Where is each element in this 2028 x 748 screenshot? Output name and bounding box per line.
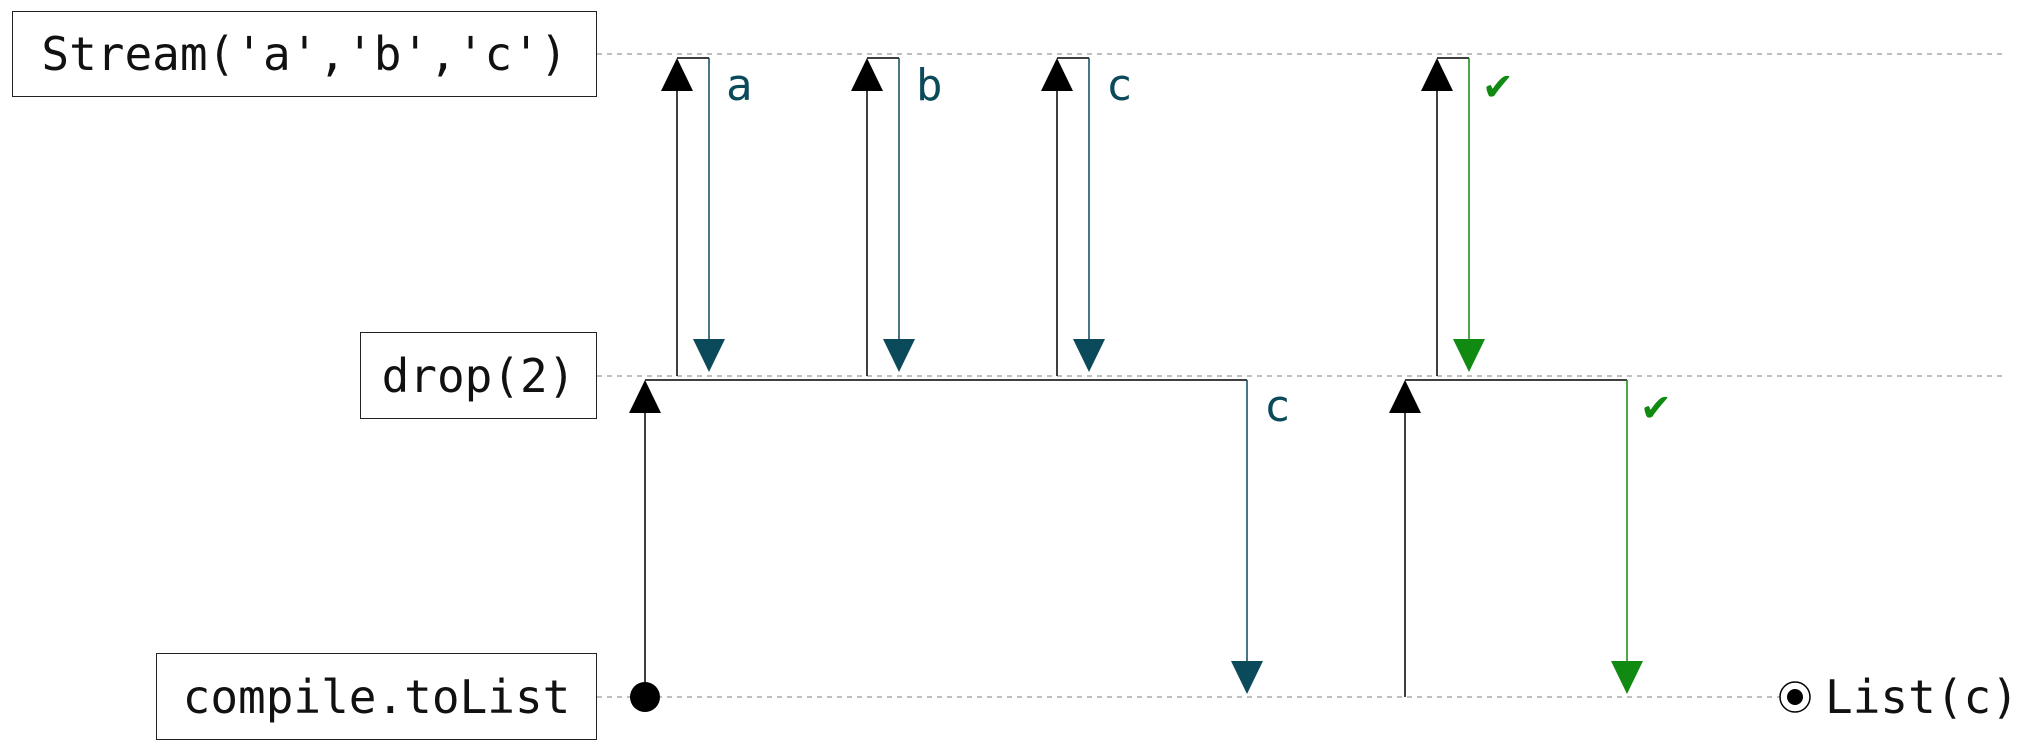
request-arrow-tolist-2: [1389, 379, 1627, 697]
signal-label-c-lower: c: [1264, 381, 1291, 432]
request-arrow-a: [661, 57, 709, 376]
data-arrow-c-lower: [1231, 380, 1263, 694]
complete-arrow-lower: [1611, 380, 1643, 694]
drop-lane-label: drop(2): [360, 332, 597, 419]
complete-check-upper: ✔: [1482, 65, 1514, 109]
signal-label-a: a: [726, 60, 753, 111]
complete-arrow-upper: [1453, 58, 1485, 372]
data-arrow-c-upper: [1073, 58, 1105, 372]
data-arrow-a: [693, 58, 725, 372]
complete-check-lower: ✔: [1640, 386, 1672, 430]
result-marker-icon: [1779, 681, 1811, 713]
result-label: List(c): [1825, 670, 2019, 724]
signal-label-b: b: [916, 60, 943, 111]
request-arrow-tolist-1: [629, 379, 1247, 712]
request-arrow-b: [851, 57, 899, 376]
request-arrow-c: [1041, 57, 1089, 376]
request-arrow-completion: [1421, 57, 1469, 376]
signal-label-c-upper: c: [1106, 60, 1133, 111]
data-arrow-b: [883, 58, 915, 372]
stream-lane-label: Stream('a','b','c'): [12, 11, 597, 97]
tolist-lane-label: compile.toList: [156, 653, 597, 740]
